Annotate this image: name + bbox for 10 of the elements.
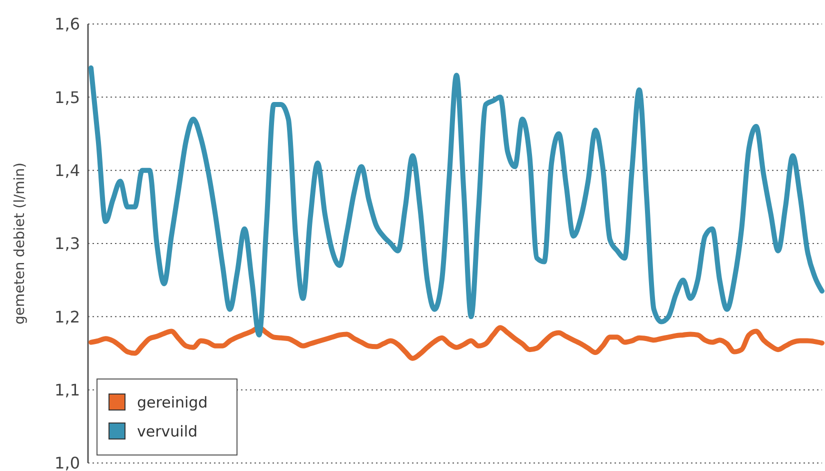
- y-tick-label: 1,0: [54, 454, 80, 471]
- legend-label: vervuild: [137, 422, 198, 440]
- y-tick-label: 1,6: [54, 14, 80, 34]
- legend-label: gereinigd: [137, 393, 208, 412]
- y-tick-label: 1,2: [54, 307, 80, 326]
- y-axis-title: gemeten debiet (l/min): [12, 162, 28, 324]
- y-tick-label: 1,3: [54, 234, 80, 254]
- y-tick-label: 1,5: [54, 88, 80, 107]
- y-tick-label: 1,1: [54, 380, 80, 400]
- y-tick-label: 1,4: [54, 160, 80, 180]
